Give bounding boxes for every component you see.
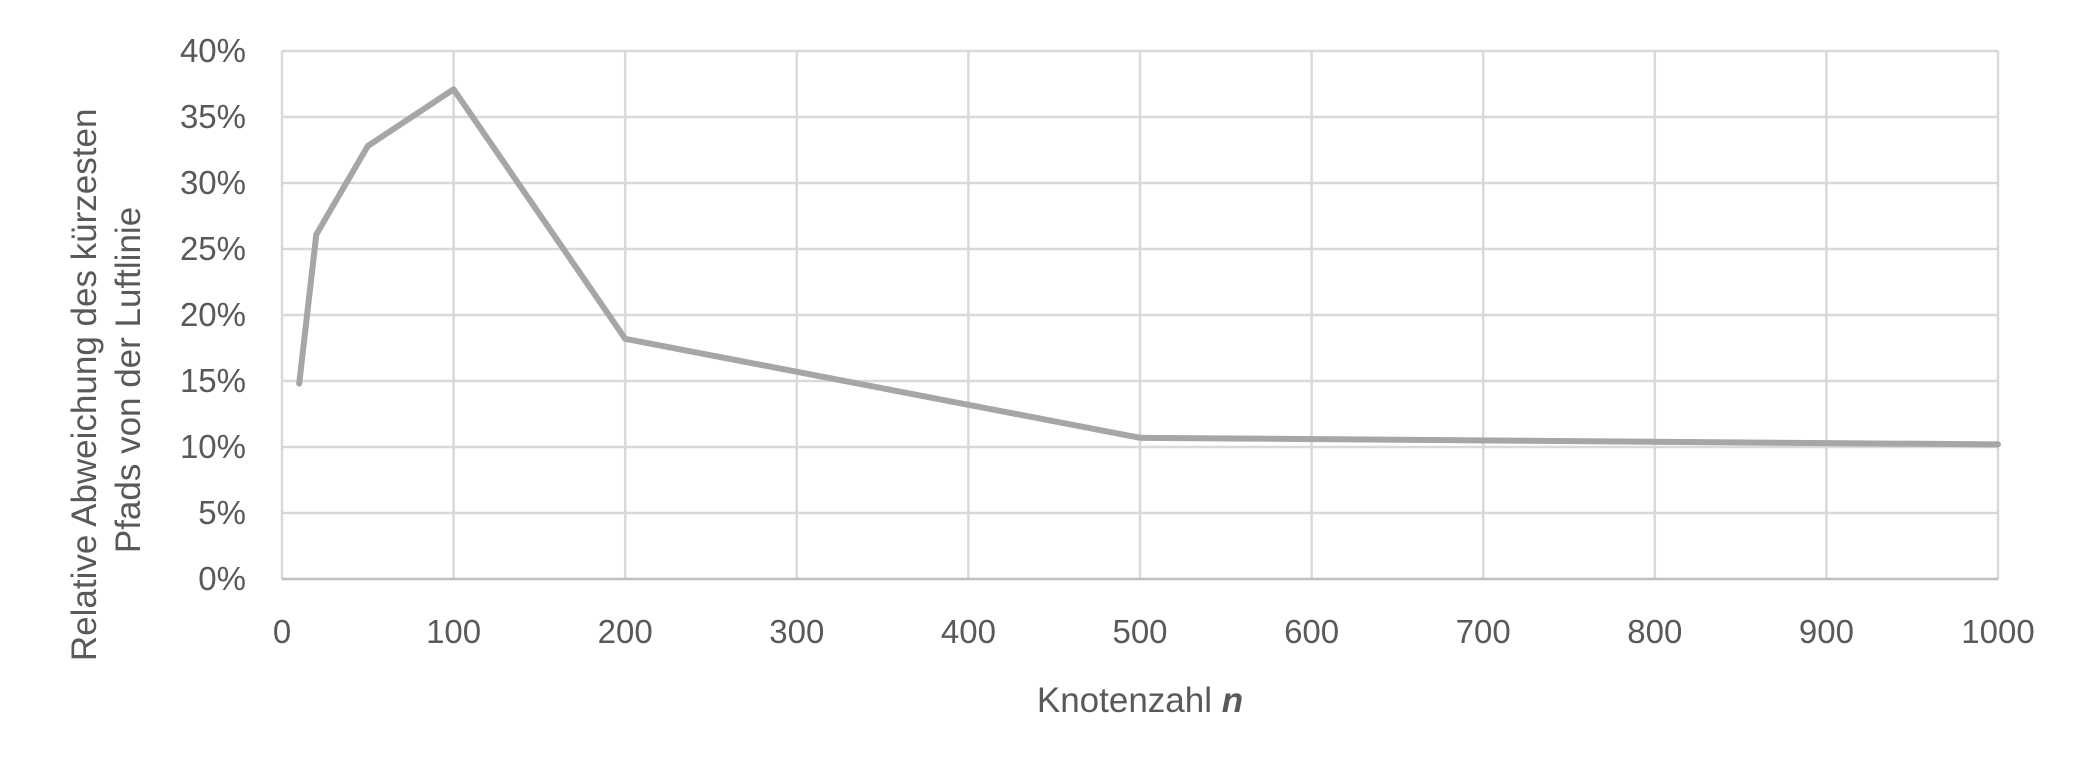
x-tick-label: 500 bbox=[1112, 613, 1167, 650]
x-tick-label: 1000 bbox=[1961, 613, 2034, 650]
y-tick-label: 15% bbox=[180, 362, 246, 399]
x-axis-title-variable: n bbox=[1222, 681, 1243, 720]
series bbox=[296, 86, 2001, 448]
y-tick-label: 35% bbox=[180, 98, 246, 135]
series-line bbox=[296, 86, 2001, 448]
y-tick-label: 25% bbox=[180, 230, 246, 267]
tick-labels: 0% 5% 10% 15% 20% 25% 30% 35% 40% 0 100 200 300 400 50… bbox=[180, 32, 2035, 650]
x-tick-label: 100 bbox=[426, 613, 481, 650]
y-tick-label: 30% bbox=[180, 164, 246, 201]
y-tick-label: 40% bbox=[180, 32, 246, 69]
x-tick-label: 400 bbox=[941, 613, 996, 650]
y-tick-label: 0% bbox=[198, 560, 246, 597]
x-axis-title-text: Knotenzahl bbox=[1037, 681, 1212, 720]
y-tick-label: 5% bbox=[198, 494, 246, 531]
y-tick-label: 20% bbox=[180, 296, 246, 333]
y-axis-title-line-1: Relative Abweichung des kürzesten bbox=[65, 109, 104, 662]
x-tick-label: 600 bbox=[1284, 613, 1339, 650]
x-tick-label: 300 bbox=[769, 613, 824, 650]
gridlines bbox=[280, 49, 2000, 579]
x-tick-label: 0 bbox=[273, 613, 291, 650]
y-tick-label: 10% bbox=[180, 428, 246, 465]
y-axis-title-line-2: Pfads von der Luftlinie bbox=[109, 207, 148, 553]
x-tick-label: 900 bbox=[1799, 613, 1854, 650]
x-tick-label: 800 bbox=[1627, 613, 1682, 650]
x-tick-label: 200 bbox=[598, 613, 653, 650]
y-axis-title: Relative Abweichung des kürzesten Pfads … bbox=[65, 99, 148, 661]
x-axis-title: Knotenzahl n bbox=[1037, 681, 1243, 720]
x-tick-label: 700 bbox=[1456, 613, 1511, 650]
